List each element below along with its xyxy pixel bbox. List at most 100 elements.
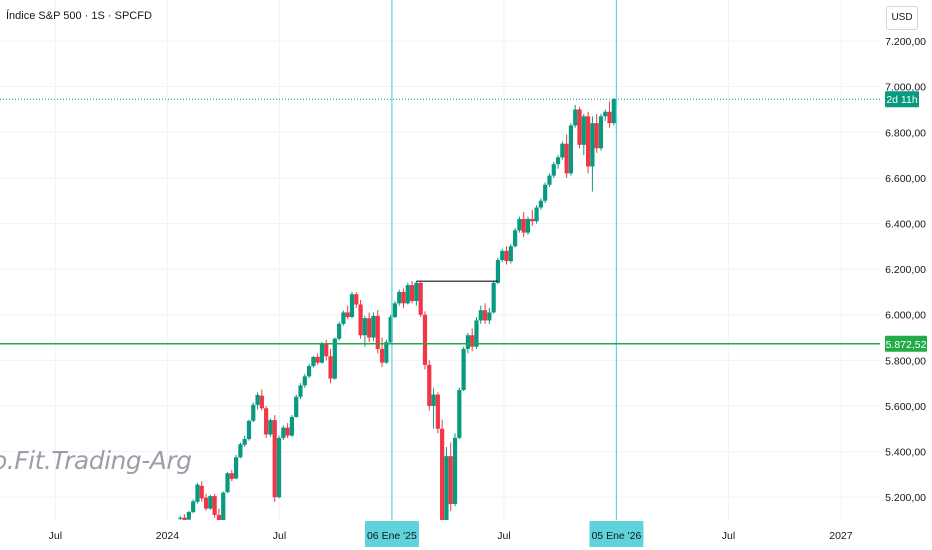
price-tick-label: 5.600,00 (885, 401, 926, 413)
countdown-label: 2d 11h (886, 94, 917, 106)
candle (401, 288, 406, 308)
price-tick-label: 5.800,00 (885, 355, 926, 367)
time-marker-badge (589, 521, 644, 547)
candle-body (551, 164, 556, 176)
candle (367, 312, 372, 343)
candle-body (276, 437, 282, 498)
candle-body (208, 496, 213, 509)
candles-layer (178, 98, 616, 520)
candle (504, 246, 509, 265)
candle (564, 134, 569, 178)
countdown-badge (885, 91, 919, 108)
candle-body (504, 250, 509, 262)
candle-body (440, 428, 445, 520)
candle-body (281, 427, 286, 438)
candle (448, 442, 453, 511)
candle-body (564, 143, 569, 174)
candle-body (422, 314, 428, 365)
candle-body (482, 310, 488, 321)
candle (341, 310, 346, 326)
price-tick-label: 5.400,00 (885, 447, 926, 459)
candle (547, 173, 552, 188)
candle-body (225, 473, 230, 493)
candle-body (388, 317, 393, 343)
candle (517, 216, 522, 233)
candle-body (607, 111, 612, 124)
candle-body (375, 315, 380, 349)
candle-body (195, 484, 200, 502)
candle-body (521, 218, 526, 233)
candle (551, 161, 556, 178)
candle-body (341, 312, 346, 324)
candle-body (611, 99, 616, 124)
candle-body (461, 348, 466, 390)
candle (375, 310, 380, 354)
candle (461, 346, 466, 392)
candle (585, 111, 591, 174)
time-axis-bg (0, 520, 932, 550)
candle-body (264, 408, 269, 435)
candle (603, 109, 608, 121)
candle (255, 392, 260, 410)
candle-body (444, 456, 449, 520)
candle (530, 209, 535, 226)
candle-body (324, 343, 329, 357)
candle (298, 383, 303, 400)
candle (487, 307, 492, 324)
candle-body (285, 427, 290, 436)
candle (538, 198, 543, 210)
candle-body (495, 260, 501, 283)
price-tick-label: 7.000,00 (885, 82, 926, 94)
candle-body (358, 304, 363, 336)
time-tick-label: Jul (722, 530, 735, 542)
candle (216, 508, 222, 520)
candle (319, 342, 325, 364)
candle (251, 402, 256, 423)
candle-body (478, 310, 483, 321)
candle (444, 447, 449, 520)
time-tick-label: Jul (49, 530, 62, 542)
candle-body (401, 291, 406, 304)
candle (577, 107, 582, 149)
candle-body (598, 116, 604, 149)
time-marker-badge (364, 521, 419, 547)
candle-body (311, 356, 316, 367)
candle-body (362, 318, 367, 336)
candle (521, 212, 526, 238)
time-marker-label: 05 Ene '26 (591, 530, 641, 542)
candle (212, 493, 217, 518)
currency-button[interactable]: USD (886, 6, 918, 30)
candle-body (405, 285, 410, 304)
candle-body (448, 456, 453, 505)
price-axis[interactable]: 7.200,00 7.000,00 6.800,00 6.600,00 6.400,00… (880, 0, 932, 550)
candle-body (367, 318, 372, 338)
candle (500, 248, 505, 263)
candle (315, 353, 320, 365)
candle (525, 216, 531, 235)
candle-body (508, 246, 513, 262)
candle (208, 494, 213, 510)
support-price-label: 5.872,52 (886, 339, 927, 351)
candle-body (186, 512, 191, 520)
candle-body (238, 444, 243, 458)
candle (221, 491, 226, 520)
candle (543, 182, 548, 203)
candle (495, 257, 501, 284)
candle (392, 301, 398, 319)
candle (302, 374, 307, 388)
candle (354, 291, 359, 308)
candle-body (452, 437, 458, 505)
time-axis[interactable]: Jul 2024 Jul 06 Ene '25 Jul 05 Ene '26 Jul 2027 (0, 520, 932, 550)
candle (294, 394, 299, 418)
candle (379, 337, 385, 368)
candle-body (298, 385, 303, 397)
candle-body (491, 282, 496, 313)
candle (272, 415, 277, 502)
candle-body (538, 200, 543, 208)
candle-body (371, 315, 376, 338)
candle-body (345, 312, 350, 318)
candle-body (581, 116, 586, 145)
candle (534, 205, 539, 224)
candle (229, 469, 234, 482)
